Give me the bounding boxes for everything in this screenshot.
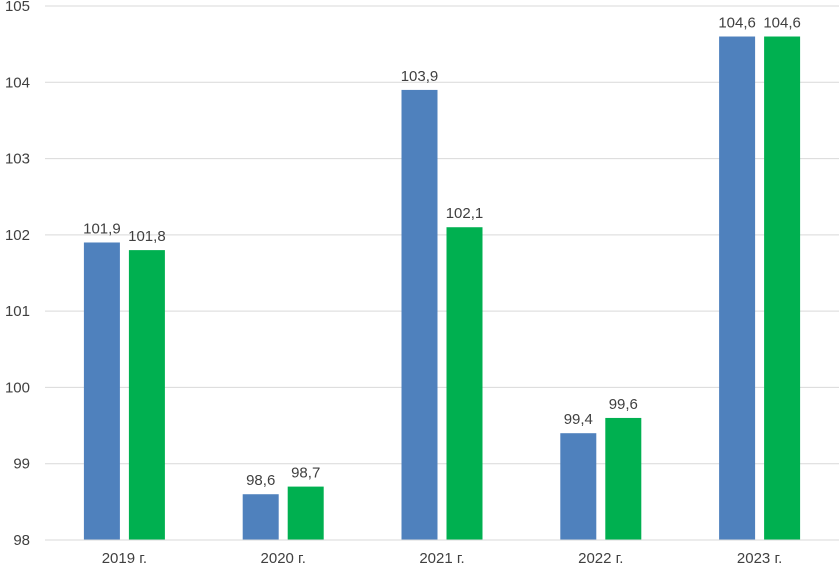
data-label: 99,6	[609, 396, 638, 413]
data-label: 98,7	[291, 465, 320, 482]
bar-series-1-1	[83, 242, 120, 540]
x-tick-label: 2022 г.	[578, 550, 623, 567]
data-label: 101,9	[83, 220, 121, 237]
y-tick-label: 102	[5, 227, 30, 244]
y-tick-label: 98	[13, 532, 30, 549]
y-tick-label: 103	[5, 151, 30, 168]
x-tick-label: 2021 г.	[419, 550, 464, 567]
y-tick-label: 101	[5, 303, 30, 320]
bars	[83, 36, 801, 541]
y-tick-label: 100	[5, 379, 30, 396]
x-tick-label: 2023 г.	[737, 550, 782, 567]
data-label: 102,1	[446, 205, 484, 222]
bar-series-1-2	[242, 494, 279, 540]
y-tick-label: 105	[5, 0, 30, 15]
bar-series-2-5	[764, 36, 801, 541]
gridlines	[45, 5, 839, 465]
bar-series-2-3	[446, 227, 483, 540]
bar-series-2-4	[605, 417, 642, 540]
bar-series-2-2	[287, 486, 324, 540]
y-tick-label: 104	[5, 74, 30, 91]
y-tick-label: 99	[13, 456, 30, 473]
data-labels: 101,9 101,8 98,6 98,7 103,9 102,1 99,4 99,6 104,…	[83, 15, 801, 490]
bar-series-1-4	[560, 433, 597, 540]
bar-series-2-1	[128, 250, 165, 540]
x-tick-label: 2020 г.	[261, 550, 306, 567]
data-label: 98,6	[246, 472, 275, 489]
x-tick-label: 2019 г.	[102, 550, 147, 567]
data-label: 103,9	[401, 68, 439, 85]
bar-series-1-3	[401, 89, 438, 541]
x-axis-ticks: 2019 г. 2020 г. 2021 г. 2022 г. 2023 г.	[102, 550, 783, 567]
data-label: 101,8	[128, 228, 166, 245]
data-label: 104,6	[718, 15, 756, 32]
data-label: 99,4	[564, 411, 593, 428]
data-label: 104,6	[763, 15, 801, 32]
y-axis-ticks: 98 99 100 101 102 103 104 105	[5, 0, 30, 549]
bar-series-1-5	[719, 36, 756, 541]
